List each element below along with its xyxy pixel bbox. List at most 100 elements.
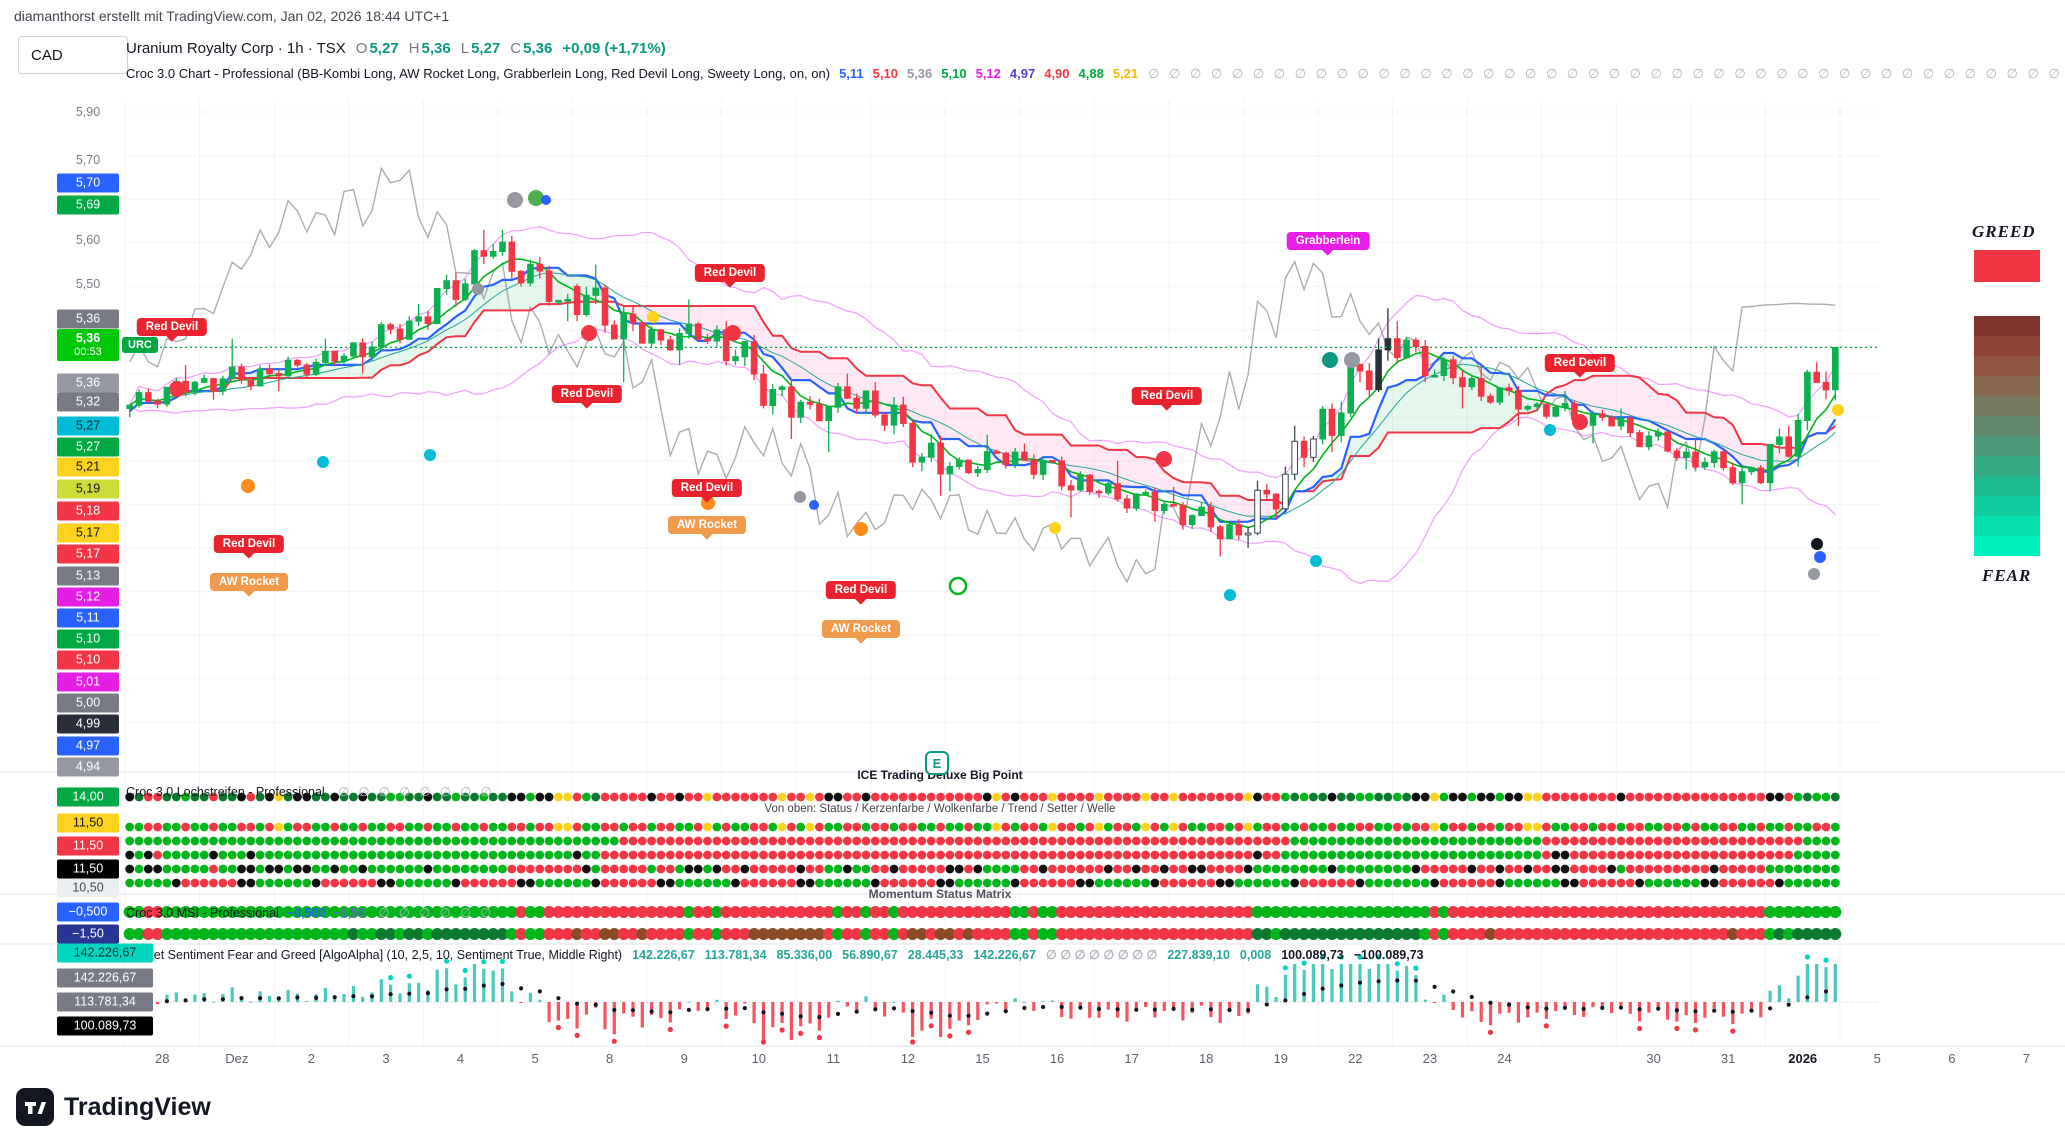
price-label: 5,70 xyxy=(57,173,119,193)
fear-label: FEAR xyxy=(1982,566,2032,585)
time-axis-label: 15 xyxy=(975,1051,990,1066)
earnings-icon[interactable]: E xyxy=(925,751,949,775)
aw-rocket-badge[interactable]: AW Rocket xyxy=(209,573,289,597)
panel-b-values: −0,500 −1,50 xyxy=(286,906,366,920)
price-label: 5,21 xyxy=(57,457,119,477)
panel-b-overlay-empties: ∅ ∅ ∅ ∅ ∅ ∅ xyxy=(378,906,495,920)
red-devil-badge[interactable]: Red Devil xyxy=(213,535,285,559)
panel-a-scale-label: 11,50 xyxy=(57,836,119,856)
greed-color-box xyxy=(1974,250,2040,282)
red-devil-badge[interactable]: Red Devil xyxy=(1544,354,1616,378)
time-axis-label: 22 xyxy=(1348,1051,1363,1066)
price-label: 5,32 xyxy=(57,392,119,412)
red-devil-badge[interactable]: Red Devil xyxy=(136,318,208,342)
dot-row-welle xyxy=(125,878,1840,888)
panel-a-scale-label: 11,50 xyxy=(57,813,119,833)
red-devil-badge[interactable]: Red Devil xyxy=(694,264,766,288)
time-axis-label: 5 xyxy=(1873,1051,1881,1066)
sentiment-title: Market Sentiment Fear and Greed [AlgoAlp… xyxy=(126,948,623,962)
panel-a-title: ICE Trading Deluxe Big Point xyxy=(857,768,1023,782)
price-label: 5,36 xyxy=(57,309,119,329)
candles xyxy=(126,229,1839,557)
price-label: 4,97 xyxy=(57,736,119,756)
currency-selector[interactable]: CAD xyxy=(18,36,128,74)
price-label: 4,99 xyxy=(57,714,119,734)
price-label: 5,10 xyxy=(57,629,119,649)
dot-row-status xyxy=(125,792,1840,802)
panel-a-overlay-title: Croc 3.0 Lochstreifen - Professional xyxy=(126,785,325,799)
time-axis-label: 17 xyxy=(1124,1051,1139,1066)
time-axis-label: 2 xyxy=(307,1051,316,1066)
sentiment-plot xyxy=(125,954,1880,1045)
panel-b-overlay[interactable]: Croc 3.0 MSI - Professional −0,500 −1,50 ∅… xyxy=(126,905,494,920)
time-axis-label: 24 xyxy=(1497,1051,1512,1066)
panel-a-overlay-empties: ∅ ∅ ∅ ∅ ∅ ∅ ∅ ∅ xyxy=(338,785,495,799)
time-axis-label: 2026 xyxy=(1788,1051,1818,1066)
panel-a-subtitle: Von oben: Status / Kerzenfarbe / Wolkenf… xyxy=(764,803,1116,815)
price-label: 5,10 xyxy=(57,650,119,670)
price-label: 5,01 xyxy=(57,672,119,692)
panel-b-scale-label: −0,500 xyxy=(57,902,119,922)
sentiment-header[interactable]: Market Sentiment Fear and Greed [AlgoAlp… xyxy=(126,947,1424,962)
price-label: 5,36 xyxy=(57,373,119,393)
tradingview-logo-text: TradingView xyxy=(64,1092,211,1121)
fear-greed-gradient xyxy=(1974,316,2040,556)
panel-b-title: Momentum Status Matrix xyxy=(868,887,1012,901)
time-axis-label: 4 xyxy=(456,1051,465,1066)
symbol-title: Uranium Royalty Corp · 1h · TSX xyxy=(126,40,346,57)
time-axis-label: 30 xyxy=(1646,1051,1661,1066)
sentiment-scale-label: 142.226,67 xyxy=(57,968,153,988)
price-label: 5,17 xyxy=(57,544,119,564)
time-axis-label: 10 xyxy=(751,1051,767,1066)
ticker-label: URC xyxy=(122,337,158,353)
price-label: 5,69 xyxy=(57,195,119,215)
sentiment-scale-label: 100.089,73 xyxy=(57,1016,153,1036)
time-axis-label: 12 xyxy=(900,1051,916,1066)
red-devil-badge[interactable]: Red Devil xyxy=(825,581,897,605)
time-axis-label: 8 xyxy=(606,1051,614,1066)
time-axis-label: 9 xyxy=(680,1051,688,1066)
symbol-info-row[interactable]: Uranium Royalty Corp · 1h · TSX O 5,27 H 5,3… xyxy=(126,40,666,57)
time-axis-label: 3 xyxy=(382,1051,390,1066)
time-axis-label: 23 xyxy=(1422,1051,1438,1066)
panel-a-overlay[interactable]: Croc 3.0 Lochstreifen - Professional ∅ ∅… xyxy=(126,784,495,799)
time-axis-label: 11 xyxy=(826,1051,841,1066)
price-label: 5,19 xyxy=(57,479,119,499)
price-label: 5,17 xyxy=(57,523,119,543)
time-axis-label: Dez xyxy=(225,1051,249,1066)
greed-label: GREED xyxy=(1972,222,2036,241)
red-devil-badge[interactable]: Red Devil xyxy=(1131,387,1203,411)
grabberlein-badge[interactable]: Grabberlein xyxy=(1286,232,1370,256)
time-axis-label: 6 xyxy=(1948,1051,1956,1066)
red-devil-badge[interactable]: Red Devil xyxy=(551,385,623,409)
price-tick: 5,60 xyxy=(75,233,101,247)
time-axis-label: 16 xyxy=(1049,1051,1065,1066)
price-label: 5,18 xyxy=(57,501,119,521)
time-axis-label: 5 xyxy=(531,1051,539,1066)
panel-separators xyxy=(0,771,2065,1047)
price-label: 4,94 xyxy=(57,757,119,777)
msi-row-1 xyxy=(123,906,1842,918)
dot-row-wolkenfarbe xyxy=(125,836,1840,846)
dot-row-setter xyxy=(125,864,1840,874)
ohlc-values: O 5,27 H 5,36 L 5,27 C 5,36 xyxy=(355,40,553,57)
price-label: 5,36 00:53 xyxy=(57,329,119,361)
sentiment-scale-label: 142.226,67 xyxy=(57,943,153,963)
panel-b-scale-label: −1,50 xyxy=(57,924,119,944)
sentiment-scale-label: 113.781,34 xyxy=(57,992,153,1012)
indicator-header-row[interactable]: Croc 3.0 Chart - Professional (BB-Kombi … xyxy=(126,66,2063,82)
aw-rocket-badge[interactable]: AW Rocket xyxy=(667,516,747,540)
tradingview-logo[interactable]: TradingView xyxy=(16,1088,211,1126)
indicator-empty-values: ∅ ∅ ∅ ∅ ∅ ∅ ∅ ∅ ∅ ∅ ∅ ∅ ∅ ∅ ∅ ∅ ∅ ∅ ∅ ∅ … xyxy=(1148,66,2063,81)
aw-rocket-badge[interactable]: AW Rocket xyxy=(821,620,901,644)
red-devil-badge[interactable]: Red Devil xyxy=(671,479,743,503)
indicator-values: 5,11 5,10 5,36 5,10 5,12 4,97 4,90 4,88 5,21 xyxy=(839,66,1139,81)
signal-markers xyxy=(169,190,1844,601)
price-label: 5,11 xyxy=(57,608,119,628)
dot-row-trend xyxy=(125,850,1840,860)
price-label: 5,27 xyxy=(57,437,119,457)
price-tick: 5,90 xyxy=(75,105,101,119)
panel-b-overlay-title: Croc 3.0 MSI - Professional xyxy=(126,906,279,920)
